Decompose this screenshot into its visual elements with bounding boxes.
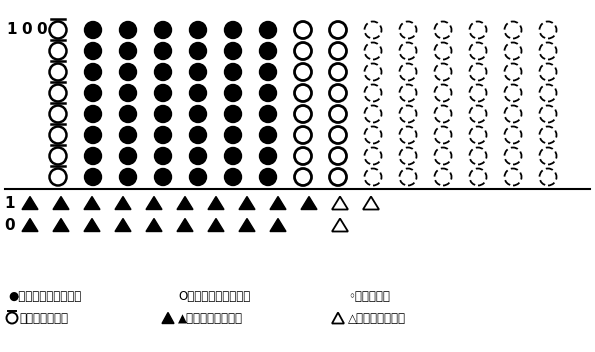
Circle shape	[84, 21, 102, 38]
Circle shape	[155, 106, 171, 122]
Circle shape	[120, 21, 136, 38]
Polygon shape	[177, 219, 193, 232]
Text: 1: 1	[5, 195, 15, 210]
Circle shape	[189, 63, 206, 81]
Polygon shape	[22, 196, 38, 209]
Polygon shape	[270, 196, 286, 209]
Polygon shape	[22, 219, 38, 232]
Circle shape	[224, 126, 242, 144]
Circle shape	[84, 106, 102, 122]
Polygon shape	[239, 219, 255, 232]
Circle shape	[259, 84, 277, 101]
Text: 0: 0	[21, 23, 32, 38]
Circle shape	[224, 21, 242, 38]
Polygon shape	[146, 219, 162, 232]
Circle shape	[259, 169, 277, 186]
Polygon shape	[84, 196, 100, 209]
Text: ：符号位取反；: ：符号位取反；	[20, 312, 68, 325]
Polygon shape	[115, 196, 131, 209]
Circle shape	[259, 106, 277, 122]
Circle shape	[259, 126, 277, 144]
Circle shape	[120, 147, 136, 164]
Polygon shape	[301, 196, 317, 209]
Text: 0: 0	[37, 23, 48, 38]
Circle shape	[224, 147, 242, 164]
Circle shape	[189, 43, 206, 59]
Text: ●：精确压缩部分积；: ●：精确压缩部分积；	[8, 289, 82, 302]
Circle shape	[189, 84, 206, 101]
Circle shape	[155, 169, 171, 186]
Text: △：近似压缩结果: △：近似压缩结果	[348, 312, 406, 325]
Circle shape	[189, 106, 206, 122]
Polygon shape	[239, 196, 255, 209]
Polygon shape	[208, 196, 224, 209]
Text: ◦：截断位；: ◦：截断位；	[348, 289, 390, 302]
Circle shape	[189, 21, 206, 38]
Text: O：近似压缩部分积；: O：近似压缩部分积；	[178, 289, 250, 302]
Circle shape	[224, 169, 242, 186]
Polygon shape	[84, 219, 100, 232]
Circle shape	[155, 21, 171, 38]
Circle shape	[155, 84, 171, 101]
Circle shape	[224, 106, 242, 122]
Circle shape	[120, 43, 136, 59]
Polygon shape	[208, 219, 224, 232]
Circle shape	[84, 126, 102, 144]
Circle shape	[120, 63, 136, 81]
Circle shape	[224, 84, 242, 101]
Text: 0: 0	[5, 218, 15, 233]
Circle shape	[189, 126, 206, 144]
Polygon shape	[177, 196, 193, 209]
Circle shape	[224, 63, 242, 81]
Circle shape	[155, 126, 171, 144]
Polygon shape	[53, 219, 69, 232]
Circle shape	[259, 147, 277, 164]
Polygon shape	[270, 219, 286, 232]
Polygon shape	[332, 196, 348, 209]
Circle shape	[120, 169, 136, 186]
Polygon shape	[115, 219, 131, 232]
Circle shape	[120, 126, 136, 144]
Polygon shape	[146, 196, 162, 209]
Circle shape	[259, 43, 277, 59]
Circle shape	[120, 84, 136, 101]
Circle shape	[84, 43, 102, 59]
Circle shape	[155, 43, 171, 59]
Text: ▲：精确压缩结果；: ▲：精确压缩结果；	[178, 312, 243, 325]
Circle shape	[84, 169, 102, 186]
Circle shape	[155, 147, 171, 164]
Circle shape	[259, 63, 277, 81]
Circle shape	[155, 63, 171, 81]
Circle shape	[84, 84, 102, 101]
Circle shape	[84, 147, 102, 164]
Circle shape	[259, 21, 277, 38]
Circle shape	[120, 106, 136, 122]
Text: 1: 1	[7, 23, 17, 38]
Polygon shape	[332, 219, 348, 232]
Circle shape	[189, 147, 206, 164]
Polygon shape	[162, 313, 174, 323]
Polygon shape	[332, 313, 344, 323]
Circle shape	[224, 43, 242, 59]
Polygon shape	[363, 196, 379, 209]
Circle shape	[189, 169, 206, 186]
Polygon shape	[53, 196, 69, 209]
Circle shape	[84, 63, 102, 81]
